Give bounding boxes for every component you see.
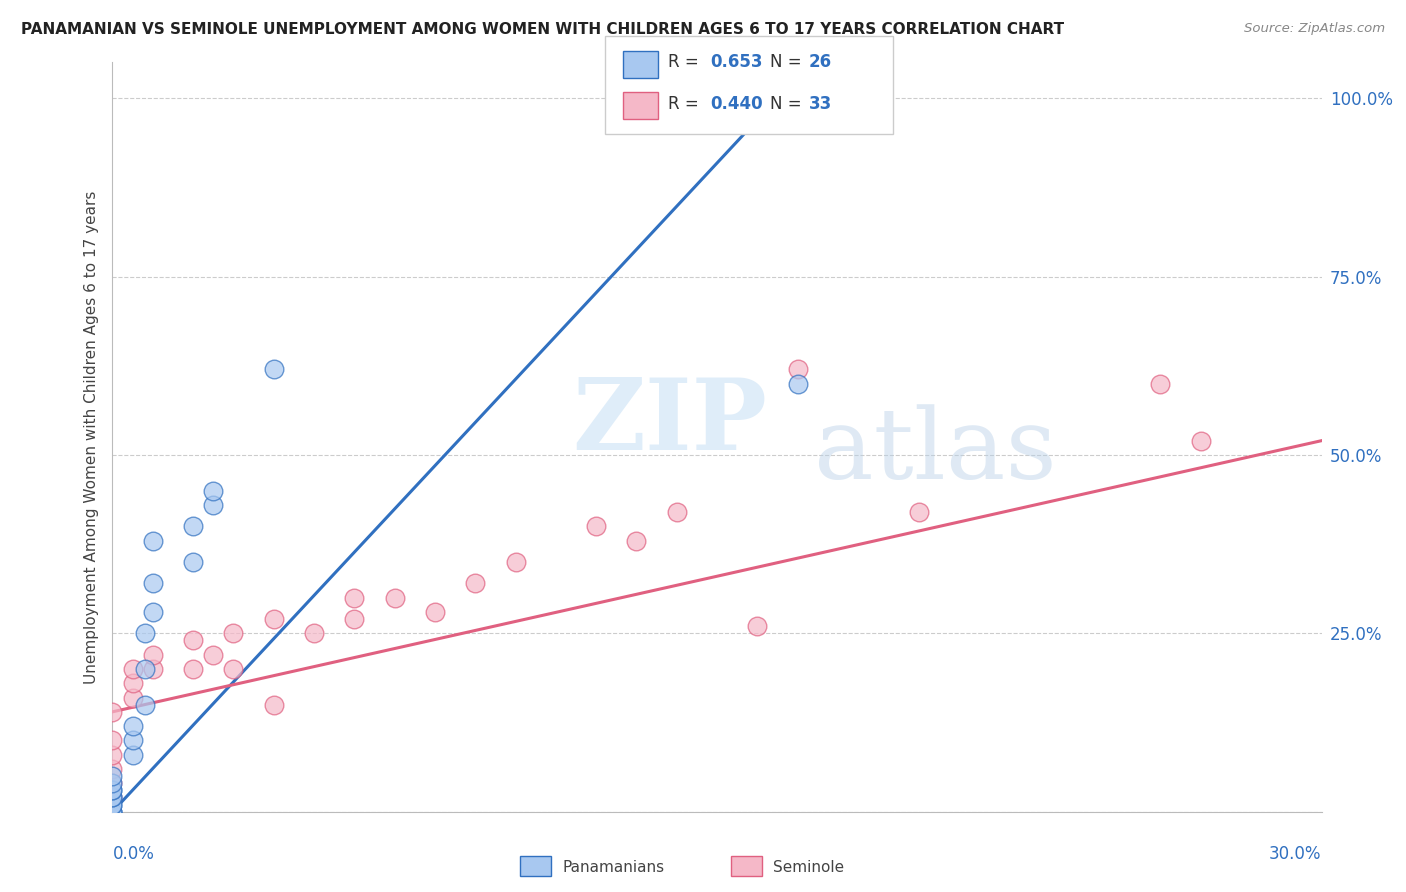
Text: Seminole: Seminole [773,860,845,874]
Point [343,612,366,626]
Point [464,576,486,591]
Point [505,555,527,569]
Point [101,705,124,719]
Point [142,662,165,676]
Point [142,576,165,591]
Point [101,783,124,797]
Point [121,662,143,676]
Point [101,805,124,819]
Point [222,626,245,640]
Point [101,747,124,762]
Point [101,790,124,805]
Point [786,362,808,376]
Point [101,805,124,819]
Point [101,805,124,819]
Point [302,626,325,640]
Point [181,633,204,648]
Point [263,612,285,626]
Point [101,769,124,783]
Point [134,662,156,676]
Point [181,555,204,569]
Point [1149,376,1171,391]
Text: ZIP: ZIP [572,374,766,471]
Point [181,519,204,533]
Text: N =: N = [770,95,807,113]
Point [101,776,124,790]
Point [202,483,225,498]
Point [423,605,446,619]
Point [121,676,143,690]
Point [626,533,648,548]
Point [101,762,124,776]
Point [101,783,124,797]
Point [101,790,124,805]
Point [263,362,285,376]
Text: PANAMANIAN VS SEMINOLE UNEMPLOYMENT AMONG WOMEN WITH CHILDREN AGES 6 TO 17 YEARS: PANAMANIAN VS SEMINOLE UNEMPLOYMENT AMON… [21,22,1064,37]
Point [202,498,225,512]
Point [585,519,607,533]
Point [121,719,143,733]
Point [747,619,769,633]
Point [384,591,406,605]
Point [907,505,929,519]
Text: 0.653: 0.653 [710,54,762,71]
Text: atlas: atlas [814,404,1056,500]
Text: 0.0%: 0.0% [112,846,155,863]
Point [101,733,124,747]
Y-axis label: Unemployment Among Women with Children Ages 6 to 17 years: Unemployment Among Women with Children A… [83,190,98,684]
Point [101,797,124,812]
Point [101,776,124,790]
Text: R =: R = [668,54,704,71]
Point [134,698,156,712]
Text: Source: ZipAtlas.com: Source: ZipAtlas.com [1244,22,1385,36]
Point [665,505,688,519]
Text: Panamanians: Panamanians [562,860,665,874]
Text: 33: 33 [808,95,832,113]
Text: 0.440: 0.440 [710,95,762,113]
Point [343,591,366,605]
Point [142,533,165,548]
Point [786,376,808,391]
Point [142,648,165,662]
Point [222,662,245,676]
Text: 26: 26 [808,54,831,71]
Point [202,648,225,662]
Text: R =: R = [668,95,704,113]
Point [121,733,143,747]
Text: N =: N = [770,54,807,71]
Point [101,797,124,812]
Point [134,626,156,640]
Point [181,662,204,676]
Point [142,605,165,619]
Point [121,690,143,705]
Point [101,790,124,805]
Point [1189,434,1212,448]
Point [121,747,143,762]
Text: 30.0%: 30.0% [1270,846,1322,863]
Point [263,698,285,712]
